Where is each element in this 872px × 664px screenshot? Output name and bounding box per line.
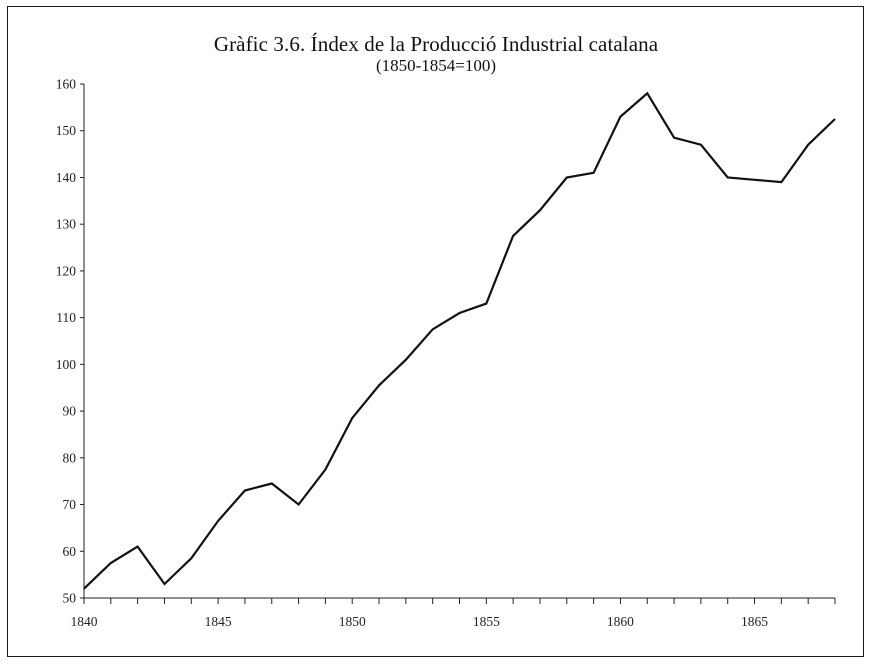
x-tick-label: 1845 xyxy=(205,614,232,629)
y-tick-label: 120 xyxy=(56,263,77,278)
chart-title: Gràfic 3.6. Índex de la Producció Indust… xyxy=(213,32,659,56)
x-tick-label: 1840 xyxy=(71,614,98,629)
y-tick-label: 80 xyxy=(63,450,77,465)
x-tick-label: 1865 xyxy=(741,614,768,629)
y-tick-label: 110 xyxy=(56,310,76,325)
x-tick-label: 1850 xyxy=(339,614,366,629)
chart-frame xyxy=(7,6,864,657)
series-group xyxy=(83,91,836,590)
y-axis-ticks: 50 60 70 80 90 100 110 120 130 140 150 160 xyxy=(56,77,84,606)
x-tick-label: 1860 xyxy=(607,614,634,629)
y-tick-label: 150 xyxy=(56,123,77,138)
y-tick-label: 160 xyxy=(56,77,77,92)
y-tick-label: 70 xyxy=(63,497,77,512)
chart-subtitle: (1850-1854=100) xyxy=(375,56,497,75)
y-tick-label: 130 xyxy=(56,217,77,232)
y-tick-label: 90 xyxy=(63,404,77,419)
x-tick-label: 1855 xyxy=(473,614,500,629)
axes xyxy=(83,84,835,599)
y-tick-label: 140 xyxy=(56,170,77,185)
y-tick-label: 100 xyxy=(56,357,77,372)
x-axis-ticks: 1840 1845 1850 1855 1860 1865 xyxy=(71,598,836,629)
y-tick-label: 50 xyxy=(63,591,77,606)
series-line xyxy=(83,91,836,590)
y-tick-label: 60 xyxy=(63,544,77,559)
